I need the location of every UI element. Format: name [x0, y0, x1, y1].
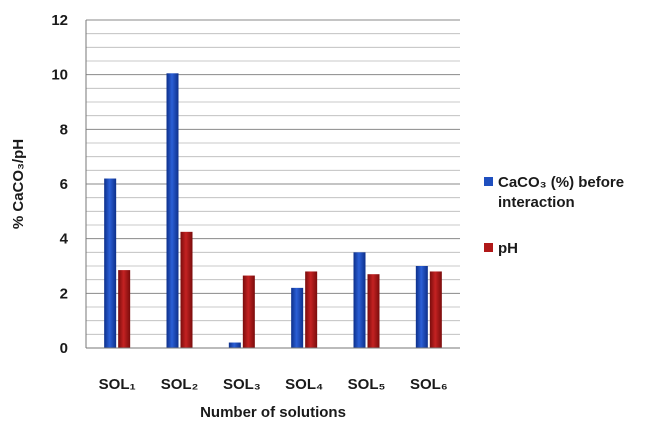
y-tick-label: 6	[60, 176, 68, 193]
x-tick-label: SOL₂	[161, 376, 199, 393]
legend-swatch-caco3	[484, 177, 493, 186]
bar-ph-1	[118, 270, 131, 348]
gridlines	[86, 19, 460, 335]
y-tick-label: 0	[60, 340, 68, 357]
y-tick-label: 8	[60, 121, 68, 138]
x-tick-label: SOL₄	[285, 376, 323, 393]
legend-label-ph: pH	[498, 240, 518, 257]
bar-caco3-5	[353, 252, 366, 348]
bar-caco3-4	[291, 287, 304, 348]
y-tick-label: 10	[51, 67, 68, 84]
x-tick-label: SOL₆	[410, 376, 448, 393]
bars	[104, 73, 442, 349]
bar-caco3-3	[228, 342, 241, 348]
legend-swatch-ph	[484, 243, 493, 252]
x-tick-label: SOL₁	[99, 376, 136, 393]
bar-caco3-2	[166, 73, 179, 349]
x-tick-label: SOL₅	[348, 376, 386, 393]
y-axis-title: % CaCO₃/pH	[10, 139, 27, 229]
x-tick-labels: SOL₁ SOL₂ SOL₃ SOL₄ SOL₅ SOL₆	[99, 376, 448, 393]
plot-area	[85, 19, 460, 349]
bar-caco3-6	[415, 266, 428, 348]
bar-ph-3	[242, 275, 255, 348]
y-tick-label: 12	[51, 12, 68, 29]
legend: CaCO₃ (%) before interaction pH	[484, 174, 624, 257]
bar-caco3-1	[104, 178, 117, 348]
bar-ph-5	[367, 274, 380, 348]
bar-ph-2	[180, 231, 193, 348]
y-tick-label: 2	[60, 285, 68, 302]
x-tick-label: SOL₃	[223, 376, 261, 393]
legend-label-caco3: CaCO₃ (%) before interaction	[498, 174, 624, 211]
y-tick-label: 4	[60, 231, 69, 248]
x-axis-title: Number of solutions	[200, 404, 346, 421]
bar-ph-4	[305, 271, 318, 348]
y-tick-labels: 0 2 4 6 8 10 12	[51, 12, 68, 357]
bar-ph-6	[429, 271, 442, 348]
